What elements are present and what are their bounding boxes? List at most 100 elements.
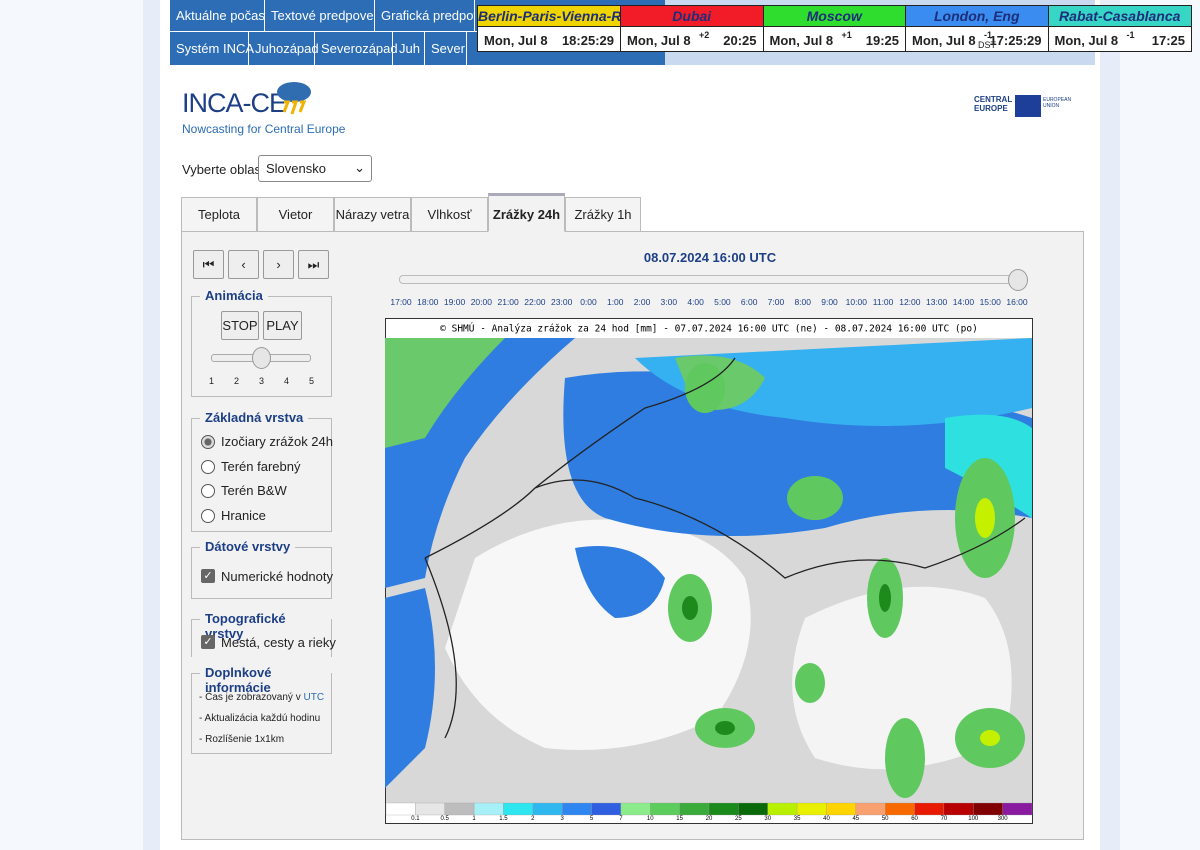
clock-date: Mon, Jul 8: [912, 33, 976, 48]
nav-link[interactable]: Sever: [425, 32, 467, 65]
scale-label: 7: [619, 816, 623, 822]
scale-swatch: [973, 802, 1003, 816]
tab[interactable]: Vietor: [257, 197, 334, 232]
scale-label: 300: [998, 816, 1009, 822]
nav-link[interactable]: Grafická predpoveď: [375, 0, 475, 31]
tab[interactable]: Vlhkosť: [411, 197, 488, 232]
time-label: 4:00: [687, 297, 704, 307]
radio[interactable]: [201, 484, 215, 499]
time-label: 1:00: [606, 297, 624, 307]
clock-offset: +2: [699, 30, 710, 40]
region-value: Slovensko: [266, 161, 326, 176]
tab[interactable]: Zrážky 24h: [488, 193, 565, 232]
next-button[interactable]: ›: [263, 250, 294, 279]
time-label: 15:00: [979, 297, 1001, 307]
stop-button[interactable]: STOP: [221, 311, 259, 340]
time-label: 5:00: [714, 297, 731, 307]
partner-logo: CENTRAL EUROPE: [950, 95, 1012, 119]
tab[interactable]: Zrážky 1h: [565, 197, 641, 232]
scale-label: 5: [590, 816, 594, 822]
clock-date: Mon, Jul 8: [769, 33, 834, 48]
checkbox-label: Numerické hodnoty: [221, 569, 333, 584]
clock-city: Rabat-Casablanca: [1048, 6, 1191, 27]
scale-swatch: [738, 802, 768, 816]
region-select[interactable]: Slovensko ⌄: [258, 155, 372, 182]
info-box: Doplnkové informácie: [191, 665, 332, 754]
clock-date: Mon, Jul 8: [1054, 33, 1119, 48]
nav-link[interactable]: Juh: [393, 32, 425, 65]
legend: Topografické vrstvy: [200, 611, 331, 641]
topo-layer-box: Topografické vrstvy: [191, 611, 332, 657]
checkbox[interactable]: ✓: [201, 569, 215, 583]
tab[interactable]: Teplota: [181, 197, 257, 232]
time-label: 23:00: [551, 297, 573, 307]
logo-title: INCA-CE: [182, 88, 287, 118]
nav-link[interactable]: Textové predpovede: [265, 0, 375, 31]
nav-link[interactable]: Aktuálne počasie: [170, 0, 265, 31]
scale-label: 1: [472, 816, 476, 822]
time-label: 16:00: [1006, 297, 1028, 307]
info-line: - Aktualizácia každú hodinu: [199, 713, 320, 724]
clock-cell: London, Eng Mon, Jul 8 17:25:29 -1 DST: [906, 6, 1049, 51]
scale-label: 3: [561, 816, 565, 822]
radio[interactable]: [201, 509, 215, 524]
scale-label: 40: [823, 816, 830, 822]
radio[interactable]: [201, 459, 215, 474]
scale-swatch: [385, 802, 416, 816]
first-button[interactable]: ⏮: [193, 250, 224, 279]
time-label: 14:00: [952, 297, 975, 307]
clock-cell: Rabat-Casablanca Mon, Jul 8 17:25 -1: [1048, 6, 1191, 51]
clock-cell: Moscow Mon, Jul 8 19:25 +1: [763, 6, 906, 51]
nav-link[interactable]: Severozápad: [315, 32, 398, 65]
tab[interactable]: Nárazy vetra: [334, 197, 411, 232]
clock-time: 20:25: [723, 33, 757, 48]
map-title: © SHMÚ - Analýza zrážok za 24 hod [mm] -…: [440, 323, 978, 335]
last-button[interactable]: ⏭: [298, 250, 329, 279]
scale-swatch: [796, 802, 827, 816]
time-label: 7:00: [767, 297, 785, 307]
clock-time: 18:25:29: [561, 33, 614, 48]
info-link[interactable]: UTC: [303, 692, 325, 703]
scale-swatch: [767, 802, 798, 816]
time-label: 10:00: [845, 297, 867, 307]
time-label: 13:00: [926, 297, 948, 307]
speed-label: 5: [309, 376, 315, 386]
precip-map: © SHMÚ - Analýza zrážok za 24 hod [mm] -…: [385, 318, 1033, 824]
clock-cell: Dubai Mon, Jul 8 20:25 +2: [621, 6, 764, 51]
scale-label: 10: [647, 816, 654, 822]
time-label: 17:00: [390, 297, 412, 307]
speed-label: 3: [259, 376, 265, 386]
checkbox[interactable]: ✓: [201, 635, 215, 649]
radio-label: Terén farebný: [221, 458, 301, 474]
clock-time: 17:25:29: [989, 33, 1042, 48]
speed-label: 4: [284, 376, 290, 386]
scale-label: 20: [706, 816, 713, 822]
nav-link[interactable]: Systém INCA: [170, 32, 254, 65]
time-label: 12:00: [899, 297, 921, 307]
logo-icon: [277, 82, 311, 115]
clock-cell: Berlin-Paris-Vienna-Roma Mon, Jul 8 18:25:…: [478, 6, 621, 51]
scale-swatch: [444, 802, 475, 816]
time-thumb[interactable]: [1008, 269, 1028, 291]
clock-dst: DST: [978, 40, 996, 50]
animation-box: Animácia: [191, 288, 332, 397]
time-label: 6:00: [740, 297, 758, 307]
logo-subtitle: Nowcasting for Central Europe: [182, 122, 346, 136]
play-button[interactable]: PLAY: [263, 311, 302, 340]
speed-thumb[interactable]: [252, 347, 271, 369]
prev-button[interactable]: ‹: [228, 250, 259, 279]
radio[interactable]: [201, 435, 215, 449]
info-line: - Čas je zobrazovaný v UTC: [199, 692, 324, 703]
nav-link[interactable]: Juhozápad: [249, 32, 319, 65]
scale-swatch: [826, 802, 856, 816]
scale-label: 45: [852, 816, 859, 822]
timestamp: 08.07.2024 16:00 UTC: [643, 250, 777, 265]
clock-date: Mon, Jul 8: [627, 33, 691, 48]
scale-swatch: [914, 802, 945, 816]
clock-time: 19:25: [865, 33, 899, 48]
clock-city: London, Eng: [906, 6, 1048, 27]
scale-swatch: [620, 802, 651, 816]
info-text: - Aktualizácia každú hodinu: [199, 713, 321, 724]
